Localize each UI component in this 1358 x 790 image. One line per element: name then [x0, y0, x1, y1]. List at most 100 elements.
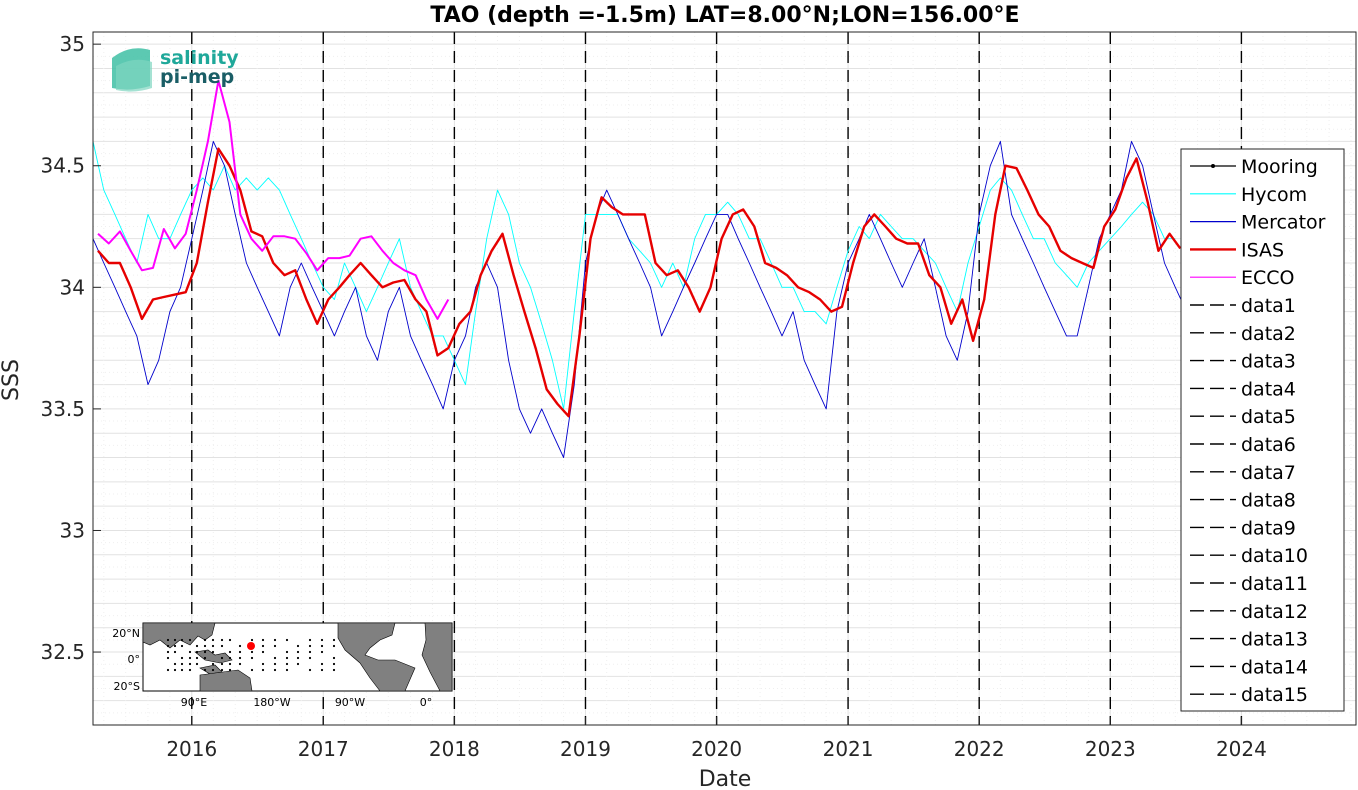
inset-mooring-dots	[166, 638, 336, 672]
inset-dot	[273, 638, 277, 642]
inset-dot	[203, 668, 207, 672]
inset-location-marker	[247, 642, 255, 650]
inset-dot	[320, 644, 324, 648]
x-tick-label-2016: 2016	[166, 737, 217, 761]
inset-xtick-2: 90°W	[335, 696, 365, 709]
inset-dot	[261, 668, 265, 672]
inset-dot	[320, 650, 324, 654]
inset-dot	[250, 638, 254, 642]
plot-area	[93, 32, 1356, 725]
legend-label-data14: data14	[1241, 656, 1308, 678]
inset-dot	[188, 668, 192, 672]
logo-line2: pi-mep	[160, 66, 234, 88]
inset-dot	[238, 662, 242, 666]
inset-land-asia	[142, 622, 216, 649]
inset-dot	[166, 644, 170, 648]
inset-dot	[180, 662, 184, 666]
inset-dot	[188, 638, 192, 642]
inset-dot	[173, 638, 177, 642]
legend-label-data1: data1	[1241, 295, 1296, 317]
inset-dot	[180, 638, 184, 642]
x-tick-label-2024: 2024	[1216, 737, 1267, 761]
inset-dot	[296, 662, 300, 666]
inset-xtick-0: 90°E	[181, 696, 207, 709]
inset-dot	[261, 638, 265, 642]
inset-dot	[261, 650, 265, 654]
inset-dot	[228, 656, 232, 660]
inset-dot	[296, 650, 300, 654]
inset-dot	[261, 662, 265, 666]
inset-dot	[166, 650, 170, 654]
inset-land-africa	[421, 622, 453, 692]
inset-land-australia	[199, 669, 253, 692]
inset-dot	[308, 644, 312, 648]
x-tick-label-2020: 2020	[691, 737, 742, 761]
inset-dot	[320, 638, 324, 642]
y-tick-label-33: 33	[60, 518, 85, 542]
salinity-pi-mep-logo: salinity pi-mep	[112, 47, 239, 92]
inset-ytick-1: 0°	[128, 653, 141, 666]
inset-dot	[211, 662, 215, 666]
x-axis-label: Date	[699, 767, 752, 790]
inset-dot	[250, 668, 254, 672]
y-tick-label-34.5: 34.5	[40, 154, 85, 178]
x-tick-label-2018: 2018	[429, 737, 480, 761]
inset-dot	[238, 656, 242, 660]
legend-box	[1180, 148, 1345, 712]
legend-label-ECCO: ECCO	[1241, 267, 1295, 289]
legend-label-data5: data5	[1241, 406, 1296, 428]
y-tick-label-34: 34	[60, 275, 85, 299]
inset-dot	[180, 668, 184, 672]
inset-dot	[332, 656, 336, 660]
y-axis-ticks: 32.5 33 33.5 34 34.5 35	[40, 32, 101, 664]
legend-label-data13: data13	[1241, 629, 1308, 651]
inset-dot	[166, 668, 170, 672]
inset-dot	[211, 638, 215, 642]
inset-dot	[195, 662, 199, 666]
legend-label-data11: data11	[1241, 573, 1308, 595]
inset-dot	[195, 656, 199, 660]
series-isas-line	[97, 147, 1182, 418]
inset-dot	[220, 638, 224, 642]
inset-dot	[308, 668, 312, 672]
legend-label-Mooring: Mooring	[1241, 156, 1318, 178]
inset-dot	[238, 650, 242, 654]
legend-label-data8: data8	[1241, 490, 1296, 512]
inset-dot	[308, 650, 312, 654]
inset-dot	[238, 644, 242, 648]
legend-label-data12: data12	[1241, 601, 1308, 623]
inset-dot	[250, 650, 254, 654]
inset-dot	[285, 650, 289, 654]
inset-dot	[203, 638, 207, 642]
inset-dot	[296, 656, 300, 660]
series-mercator-line	[92, 140, 1187, 458]
legend-label-Hycom: Hycom	[1241, 184, 1307, 206]
inset-dot	[173, 644, 177, 648]
inset-dot	[332, 638, 336, 642]
inset-dot	[211, 668, 215, 672]
x-tick-label-2023: 2023	[1085, 737, 1136, 761]
inset-dot	[285, 668, 289, 672]
series-layer	[92, 79, 1187, 458]
x-tick-label-2021: 2021	[823, 737, 874, 761]
legend-label-Mercator: Mercator	[1241, 212, 1326, 234]
chart-title: TAO (depth =-1.5m) LAT=8.00°N;LON=156.00…	[430, 3, 1019, 28]
inset-dot	[273, 668, 277, 672]
inset-dot	[180, 644, 184, 648]
inset-dot	[180, 656, 184, 660]
legend-label-data6: data6	[1241, 434, 1296, 456]
inset-dot	[273, 644, 277, 648]
inset-dot	[211, 650, 215, 654]
inset-dot	[228, 662, 232, 666]
legend-label-data9: data9	[1241, 517, 1296, 539]
inset-dot	[261, 644, 265, 648]
y-axis-label: SSS	[0, 359, 24, 401]
inset-dot	[285, 656, 289, 660]
inset-dot	[188, 662, 192, 666]
inset-dot	[228, 650, 232, 654]
inset-dot	[308, 656, 312, 660]
legend: Mooring Hycom Mercator ISAS ECCO data1 data2 da…	[1180, 148, 1345, 712]
inset-dot	[320, 668, 324, 672]
inset-dot	[296, 644, 300, 648]
inset-xtick-1: 180°W	[253, 696, 290, 709]
